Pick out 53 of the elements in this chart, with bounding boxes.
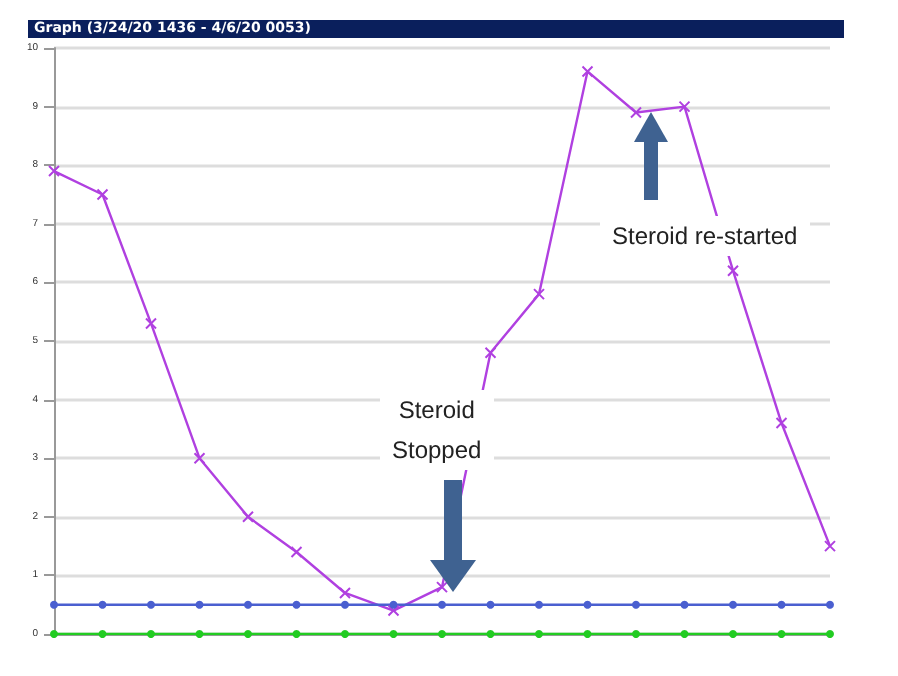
point bbox=[195, 600, 204, 609]
point bbox=[193, 452, 206, 465]
point bbox=[292, 630, 301, 638]
point bbox=[826, 600, 834, 609]
point bbox=[484, 346, 497, 359]
point bbox=[242, 510, 254, 523]
point bbox=[777, 600, 786, 609]
annotation: Steroid Stopped bbox=[380, 390, 494, 470]
point bbox=[826, 630, 834, 638]
point bbox=[535, 600, 543, 609]
point bbox=[583, 630, 592, 638]
point bbox=[290, 545, 303, 558]
point bbox=[680, 600, 689, 609]
point bbox=[777, 630, 786, 638]
point bbox=[387, 604, 400, 617]
point bbox=[389, 600, 398, 609]
point bbox=[583, 600, 592, 609]
point bbox=[632, 630, 640, 638]
point bbox=[98, 600, 107, 609]
point bbox=[680, 630, 689, 638]
point bbox=[775, 417, 788, 430]
point bbox=[729, 630, 737, 638]
point bbox=[147, 600, 155, 609]
point bbox=[438, 630, 446, 638]
point bbox=[50, 630, 58, 638]
point bbox=[98, 630, 107, 638]
point bbox=[678, 100, 691, 113]
point bbox=[195, 630, 204, 638]
point bbox=[632, 600, 640, 609]
point bbox=[292, 600, 301, 609]
point bbox=[535, 630, 543, 638]
point bbox=[145, 317, 157, 330]
point bbox=[341, 630, 349, 638]
point bbox=[581, 65, 594, 78]
point bbox=[486, 630, 495, 638]
point bbox=[339, 586, 351, 599]
annotation: Steroid re-started bbox=[600, 216, 810, 256]
point bbox=[147, 630, 155, 638]
point bbox=[438, 600, 446, 609]
point bbox=[630, 106, 642, 119]
point bbox=[96, 188, 109, 201]
point bbox=[486, 600, 495, 609]
point bbox=[244, 600, 252, 609]
point bbox=[389, 630, 398, 638]
point bbox=[436, 581, 448, 594]
point bbox=[244, 630, 252, 638]
point bbox=[533, 288, 545, 301]
point bbox=[341, 600, 349, 609]
point bbox=[727, 264, 739, 277]
point bbox=[824, 540, 836, 553]
point bbox=[48, 165, 60, 178]
point bbox=[729, 600, 737, 609]
point bbox=[50, 600, 58, 609]
